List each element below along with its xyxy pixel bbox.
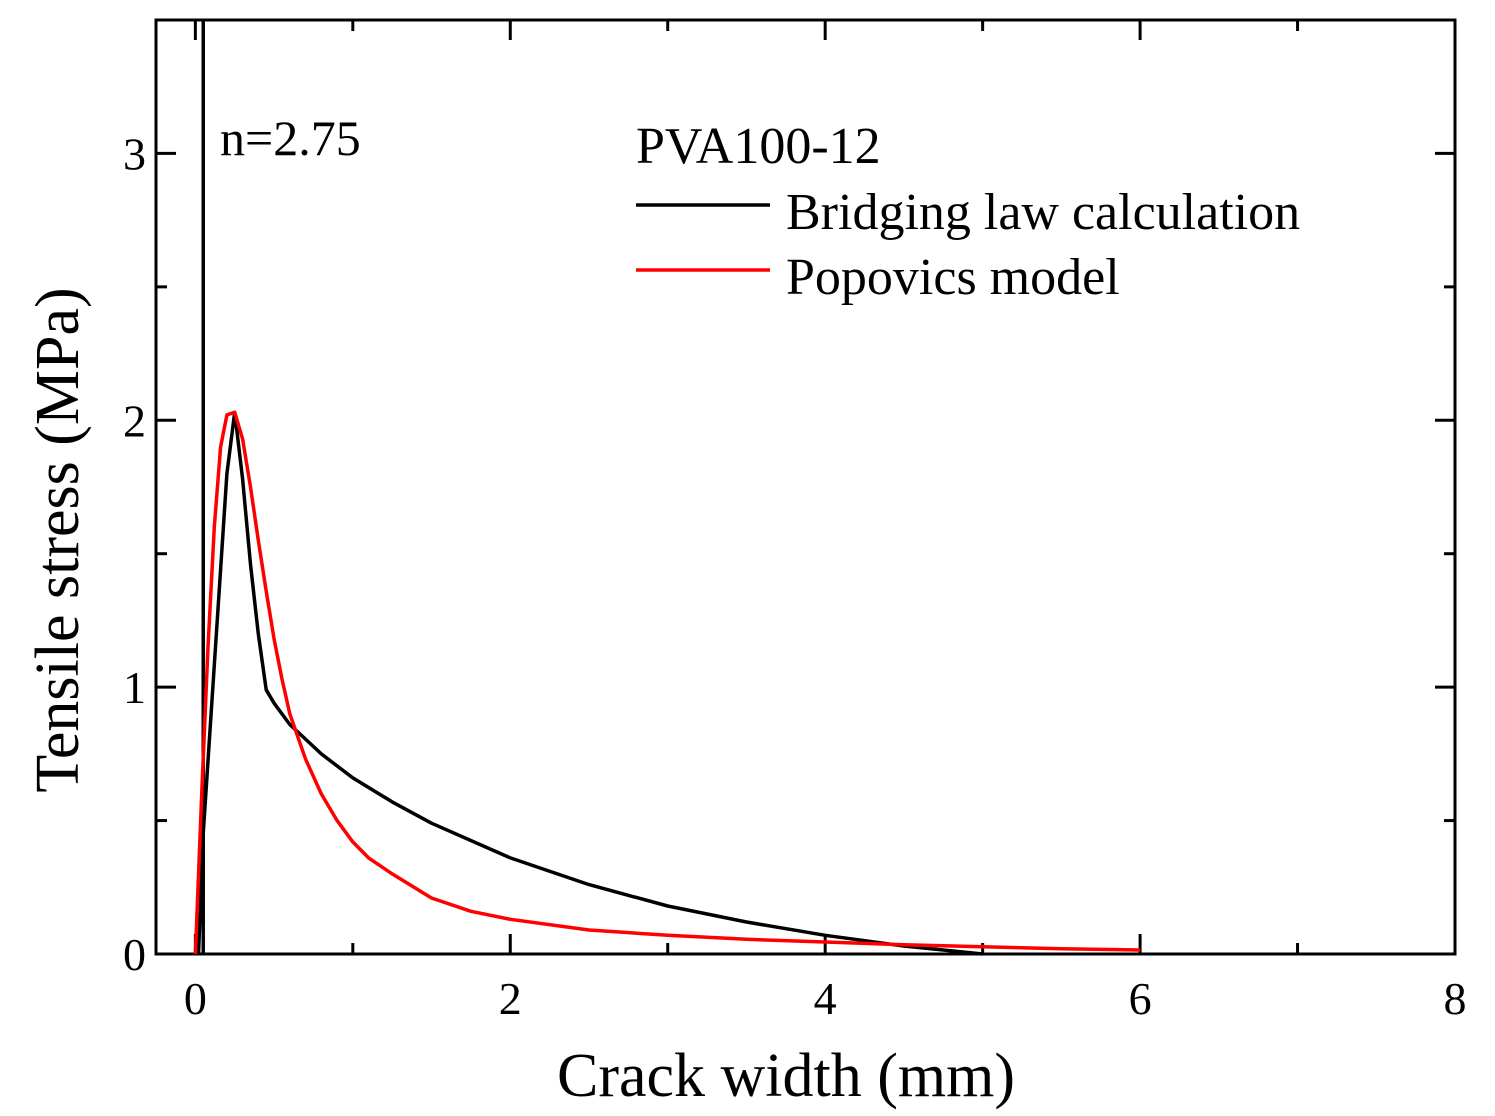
x-tick-label: 4	[814, 973, 837, 1024]
x-tick-label: 2	[499, 973, 522, 1024]
x-tick-label: 6	[1129, 973, 1152, 1024]
y-tick-label: 2	[123, 395, 146, 446]
annotation-n: n=2.75	[220, 110, 361, 166]
y-tick-label: 0	[123, 929, 146, 980]
tick-labels: 0 2 4 6 8 0 1 2 3	[123, 128, 1467, 1024]
legend-label-bridging: Bridging law calculation	[786, 184, 1300, 241]
series-line-bridging-law	[196, 410, 983, 956]
series-line-popovics	[193, 410, 1141, 955]
legend-title: PVA100-12	[636, 118, 881, 175]
x-axis-title: Crack width (mm)	[557, 1042, 1015, 1110]
legend-label-popovics: Popovics model	[786, 249, 1120, 306]
y-tick-label: 3	[123, 128, 146, 179]
ticks	[156, 20, 1457, 956]
y-tick-label: 1	[123, 662, 146, 713]
x-tick-label: 8	[1444, 973, 1467, 1024]
plot-frame	[154, 18, 1457, 956]
y-axis-title: Tensile stress (MPa)	[24, 287, 92, 792]
x-tick-label: 0	[184, 973, 207, 1024]
series-layer	[193, 20, 1141, 956]
